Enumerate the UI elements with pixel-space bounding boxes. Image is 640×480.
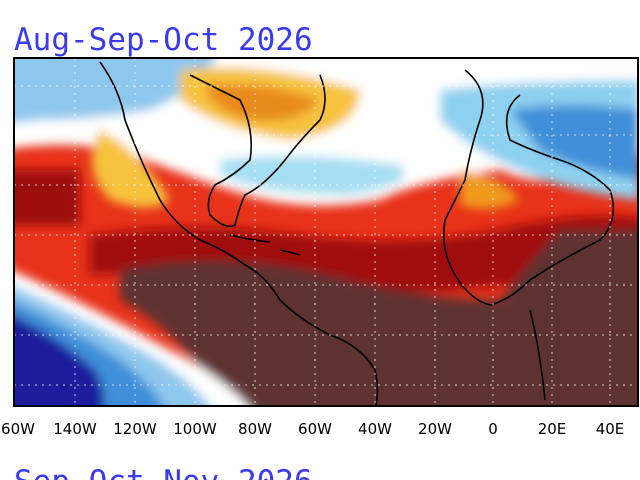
longitude-label: 60W (1, 420, 35, 438)
anomaly-map (14, 58, 638, 406)
longitude-label: 140W (53, 420, 97, 438)
longitude-label: 100W (173, 420, 217, 438)
graticule (14, 58, 638, 406)
map-title: Aug-Sep-Oct 2026 (14, 22, 313, 58)
longitude-label: 0 (488, 420, 498, 438)
longitude-label: 20E (538, 420, 567, 438)
map-frame (13, 57, 639, 407)
longitude-label: 40E (596, 420, 625, 438)
longitude-label: 60W (298, 420, 332, 438)
longitude-label: 120W (113, 420, 157, 438)
longitude-label: 20W (418, 420, 452, 438)
longitude-labels: 60W 140W 120W 100W 80W 60W 40W 20W 0 20E 40E (1, 420, 624, 438)
longitude-label: 40W (358, 420, 392, 438)
longitude-label: 80W (238, 420, 272, 438)
next-map-title: Sep-Oct-Nov 2026 (14, 464, 313, 480)
